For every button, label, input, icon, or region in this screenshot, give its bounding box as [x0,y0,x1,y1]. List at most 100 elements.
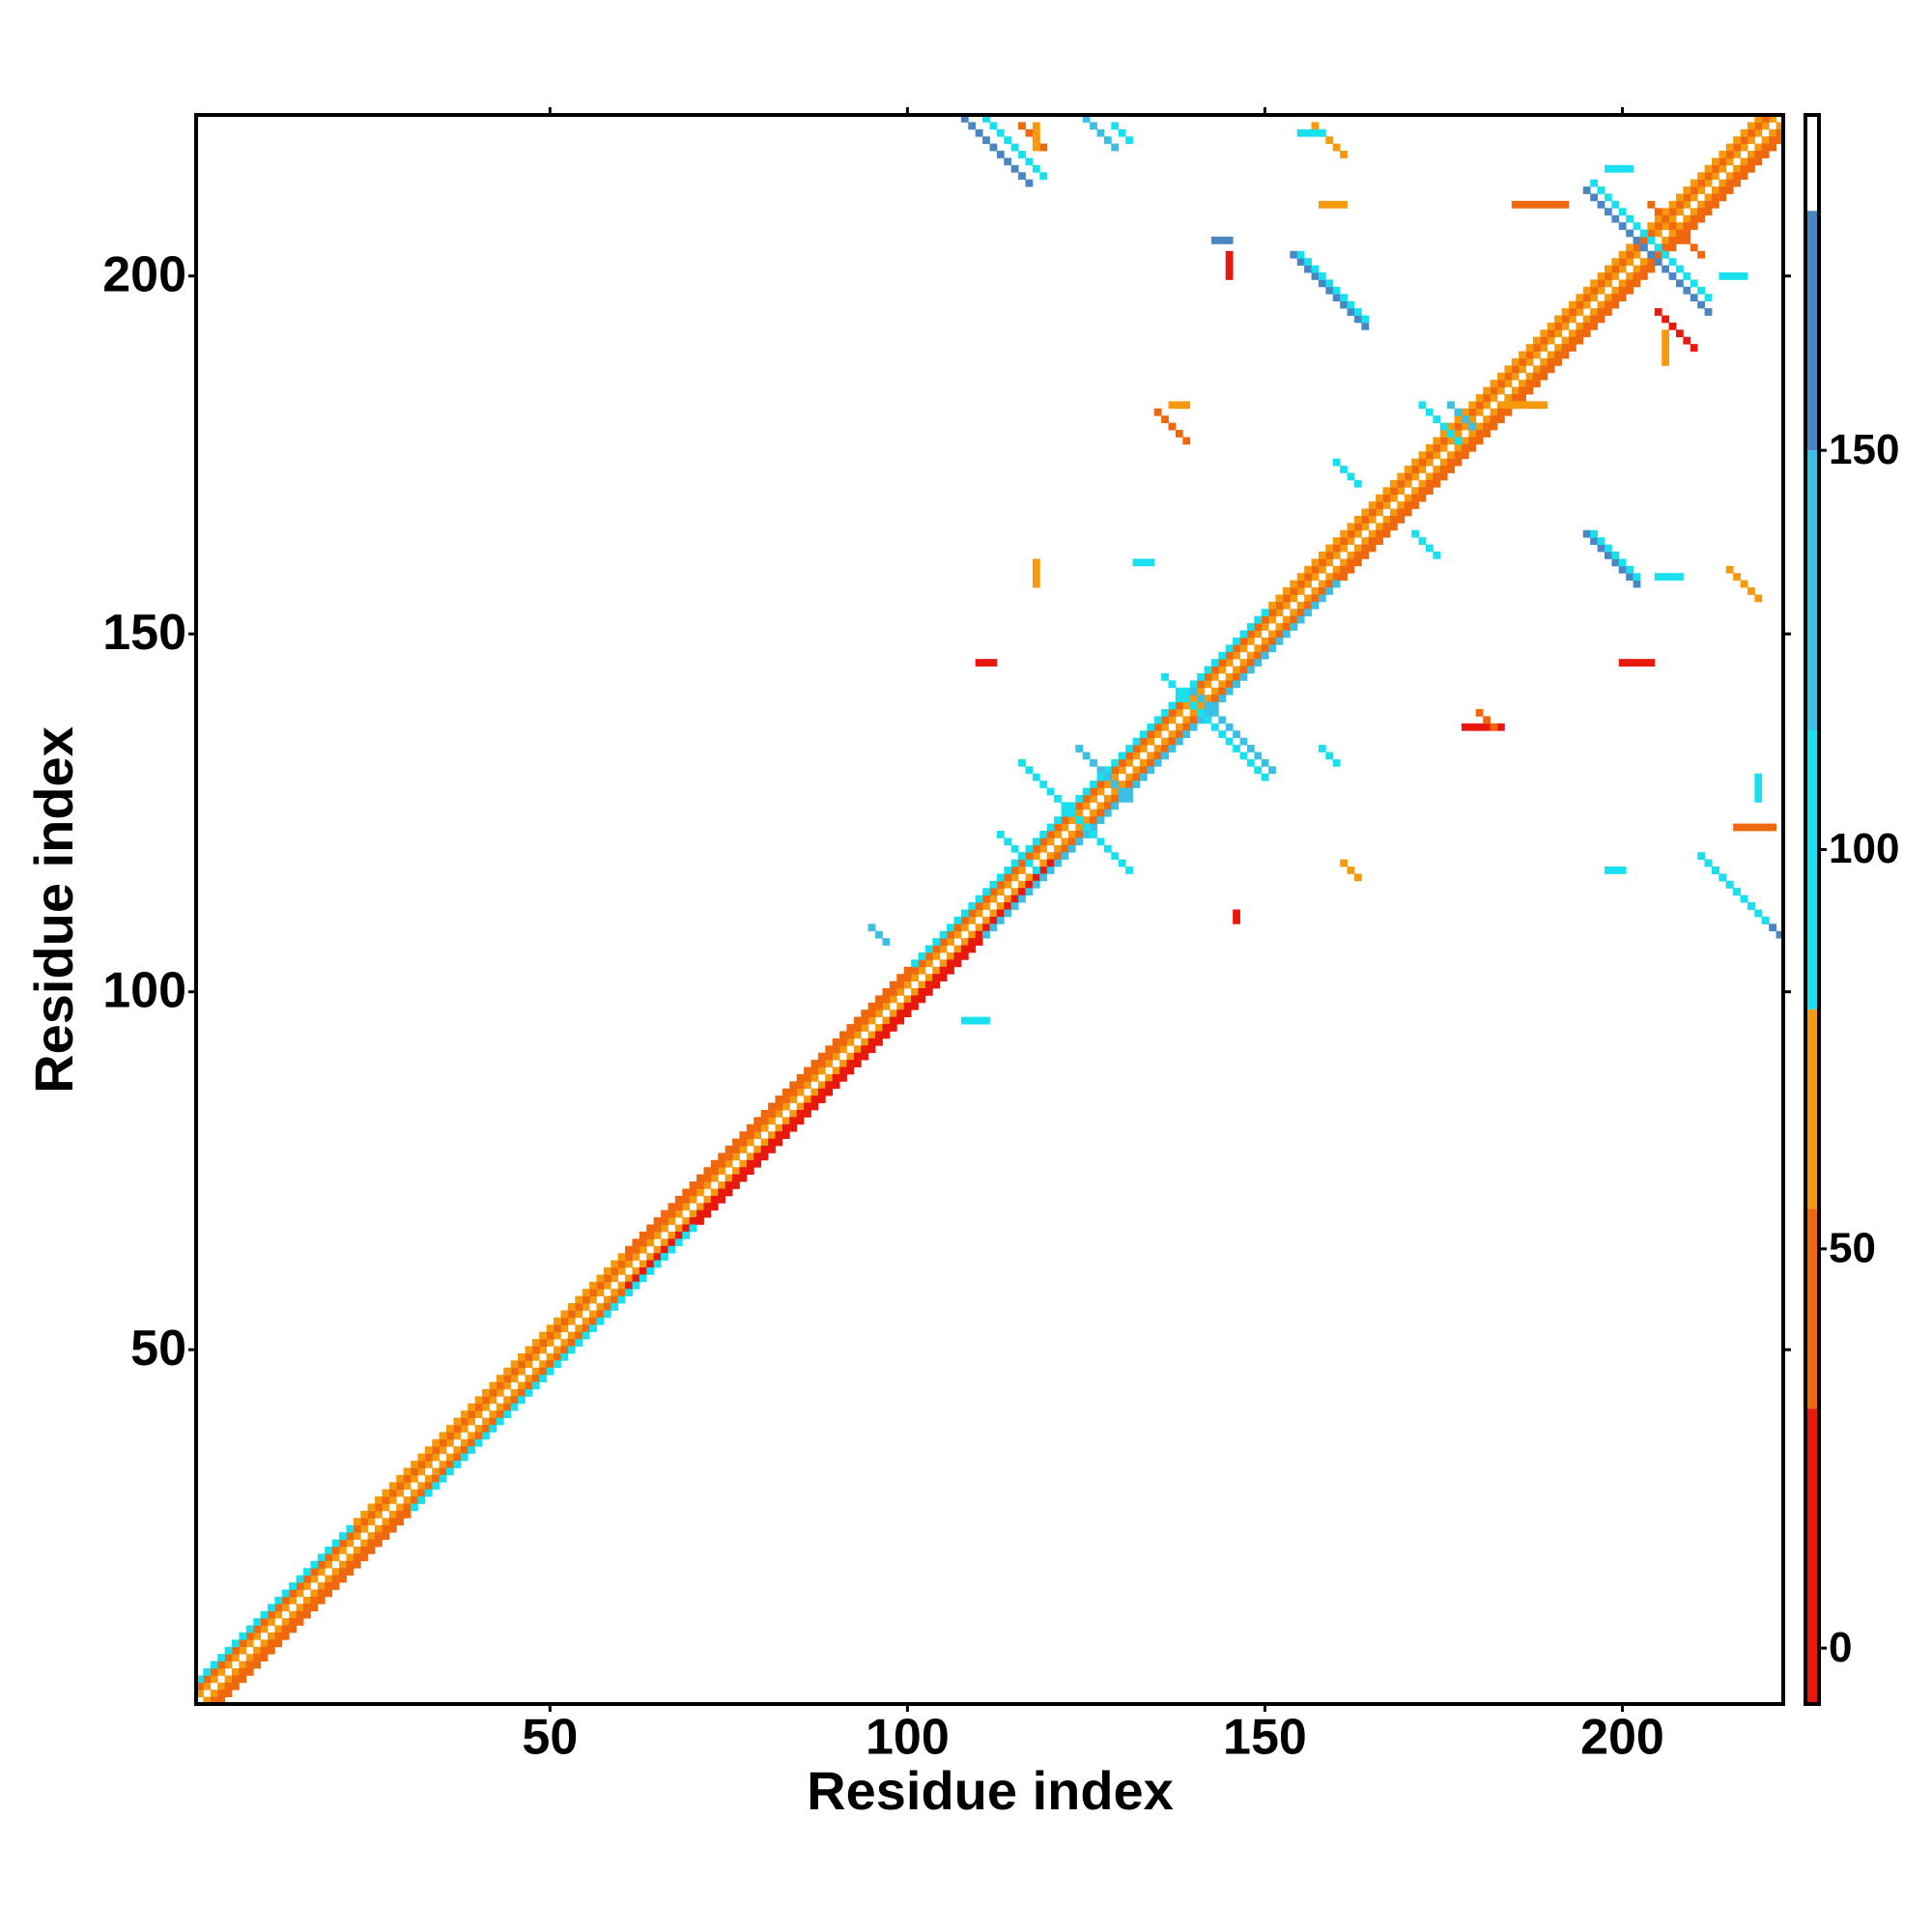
heatmap-cell [982,136,990,145]
heatmap-cell [1254,623,1263,631]
heatmap-cell [1004,909,1012,918]
heatmap-cell [1747,587,1755,595]
heatmap-cell [1282,623,1291,631]
heatmap-cell [339,1560,347,1569]
heatmap-cell [710,1203,719,1211]
heatmap-cell [696,1203,704,1211]
heatmap-cell [239,1675,247,1684]
heatmap-cell [875,930,883,939]
heatmap-cell [1290,615,1298,624]
heatmap-cell [1776,930,1784,939]
heatmap-cell [968,930,977,939]
heatmap-cell [1182,687,1191,696]
heatmap-cell [1468,437,1477,445]
heatmap-cell [668,1231,676,1239]
heatmap-cell [947,952,954,960]
heatmap-cell [424,1461,433,1468]
heatmap-cell [1561,322,1570,330]
heatmap-cell [1697,250,1705,259]
heatmap-cell [760,1146,769,1153]
heatmap-cell [903,1002,912,1010]
heatmap-cell [1261,773,1269,781]
heatmap-cell [617,1281,626,1290]
heatmap-cell [367,1503,376,1512]
heatmap-cell [1204,672,1212,681]
heatmap-cell [474,1425,483,1433]
heatmap-cell [1519,357,1526,366]
heatmap-cell [1725,172,1734,181]
heatmap-cell [1604,552,1612,559]
heatmap-cell [861,1045,869,1054]
heatmap-cell [1318,272,1326,280]
heatmap-cell [1389,479,1398,488]
heatmap-cell [360,1518,369,1526]
heatmap-cell [953,952,962,960]
heatmap-cell [1090,122,1097,130]
heatmap-cell [539,1346,548,1354]
heatmap-cell [1582,329,1591,338]
heatmap-cell [1475,437,1484,445]
heatmap-cell [1576,329,1584,338]
heatmap-cell [1618,250,1627,259]
heatmap-cell [503,1396,512,1405]
heatmap-cell [1204,666,1212,674]
heatmap-cell [1103,802,1112,810]
heatmap-cell [724,1159,733,1168]
heatmap-cell [1633,222,1641,230]
heatmap-cell [1361,508,1370,517]
heatmap-cell [817,1095,826,1103]
heatmap-cell [1210,709,1219,717]
heatmap-cell [775,1095,783,1103]
heatmap-cell [1090,787,1097,796]
heatmap-cell [1725,880,1734,889]
colorbar-tick-label: 150 [1829,426,1899,473]
heatmap-cell [1618,279,1627,288]
heatmap-cell [718,1159,726,1168]
heatmap-cell [589,1295,597,1304]
heatmap-cell [303,1596,311,1605]
heatmap-cell [1590,537,1598,545]
heatmap-cell [239,1646,247,1655]
heatmap-cell [1261,637,1269,645]
heatmap-cell [603,1266,611,1275]
heatmap-cell [932,966,941,975]
heatmap-cell [432,1453,440,1462]
heatmap-cell [1626,272,1634,280]
heatmap-cell [1039,867,1048,874]
heatmap-cell [1454,408,1463,416]
heatmap-cell [1668,200,1677,209]
heatmap-cell [760,1109,769,1118]
heatmap-cell [1054,823,1062,832]
heatmap-cell [810,1073,819,1082]
heatmap-cell [781,1131,790,1140]
heatmap-cell [1704,859,1713,867]
heatmap-cell [1004,838,1012,846]
colorbar-tick-label: 50 [1829,1224,1876,1271]
heatmap-cell [367,1518,376,1526]
heatmap-cell [1697,186,1705,194]
heatmap-cell [1246,758,1255,767]
heatmap-cell [439,1461,447,1468]
heatmap-cell [1254,644,1263,653]
heatmap-cell [1439,422,1448,431]
heatmap-cell [1740,272,1748,280]
heatmap-cell [1668,272,1677,280]
heatmap-cell [639,1274,647,1283]
heatmap-cell [1233,637,1240,645]
heatmap-cell [1018,895,1026,903]
heatmap-cell [1511,386,1520,395]
heatmap-cell [375,1503,383,1512]
heatmap-cell [1096,838,1105,846]
heatmap-cell [210,1675,218,1684]
heatmap-cell [668,1238,676,1247]
heatmap-cell [531,1352,540,1361]
heatmap-cell [353,1553,361,1562]
heatmap-cell [1353,315,1362,324]
heatmap-cell [674,1209,683,1218]
heatmap-cell [1039,781,1048,788]
heatmap-cell [339,1539,347,1548]
heatmap-cell [217,1696,226,1705]
heatmap-cell [1683,229,1691,238]
heatmap-cell [1425,408,1434,416]
heatmap-cell [1347,552,1355,559]
